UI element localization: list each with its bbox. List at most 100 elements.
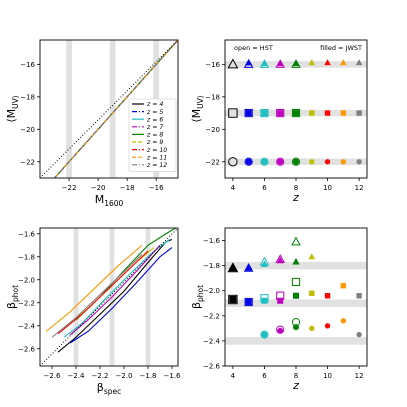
jwst-square-marker xyxy=(356,293,362,299)
jwst-triangle-marker xyxy=(245,264,253,271)
jwst-circle-marker xyxy=(340,318,347,324)
y-tick-label: −1.8 xyxy=(203,262,220,270)
y-tick-label: −2.2 xyxy=(203,312,220,320)
x-axis-label: M1600 xyxy=(95,193,124,208)
shaded-band xyxy=(66,40,72,178)
jwst-square-marker xyxy=(229,296,237,304)
hst-square-marker xyxy=(291,277,301,287)
x-tick-label: −2.2 xyxy=(92,372,109,380)
x-tick-label: 12 xyxy=(355,184,364,192)
legend-box xyxy=(128,98,177,172)
y-tick-label: −18 xyxy=(20,93,35,101)
hst-triangle-marker xyxy=(227,262,239,273)
hst-square-marker xyxy=(244,108,253,118)
jwst-triangle-marker xyxy=(340,59,347,66)
hst-circle-marker xyxy=(244,157,253,166)
series-line-z10 xyxy=(57,250,149,335)
hst-square-marker xyxy=(228,294,238,305)
x-tick-label: 8 xyxy=(294,372,298,380)
hst-circle-marker xyxy=(260,330,269,339)
one-to-one-line xyxy=(40,40,178,178)
x-axis-label: z xyxy=(292,191,299,204)
annotation-filled-jwst: filled = JWST xyxy=(320,44,362,52)
jwst-triangle-marker xyxy=(292,257,300,265)
jwst-triangle-marker xyxy=(308,253,316,260)
jwst-circle-marker xyxy=(261,331,268,338)
legend-label-z10: z = 10 xyxy=(146,147,167,154)
hst-triangle-marker xyxy=(227,58,239,69)
jwst-square-marker xyxy=(277,297,284,304)
plot-area xyxy=(40,228,178,366)
x-tick-label: −2.4 xyxy=(68,372,86,380)
axes-frame xyxy=(224,39,368,179)
legend-label-z5: z = 5 xyxy=(146,109,163,116)
x-tick-label: 4 xyxy=(231,184,236,192)
hst-square-marker xyxy=(228,108,238,118)
y-axis-label: ⟨MUV⟩ xyxy=(190,95,205,122)
x-tick-label: −22 xyxy=(62,184,77,192)
x-tick-label: −16 xyxy=(149,184,164,192)
y-tick-label: −2.6 xyxy=(18,345,36,353)
legend-label-z6: z = 6 xyxy=(146,116,163,123)
axes-frame xyxy=(224,227,368,367)
x-tick-label: 10 xyxy=(323,372,332,380)
jwst-square-marker xyxy=(261,110,268,117)
jwst-triangle-marker xyxy=(324,59,331,66)
legend: z = 4z = 5z = 6z = 7z = 8z = 9z = 10z = … xyxy=(128,98,177,172)
jwst-square-marker xyxy=(245,299,252,306)
y-tick-label: −16 xyxy=(20,61,35,69)
one-to-one-line xyxy=(40,228,178,366)
jwst-circle-marker xyxy=(293,158,299,165)
x-tick-label: −2.6 xyxy=(44,372,62,380)
jwst-square-marker xyxy=(356,110,362,116)
axes-frame xyxy=(39,227,179,367)
y-tick-label: −22 xyxy=(205,158,220,166)
shaded-band xyxy=(109,40,116,178)
annotation-open-hst: open = HST xyxy=(234,44,273,52)
series-line-z12 xyxy=(51,254,143,338)
jwst-square-marker xyxy=(293,292,299,299)
y-tick-label: −1.6 xyxy=(18,230,36,238)
x-tick-label: −1.8 xyxy=(140,372,157,380)
series-line-z5 xyxy=(69,247,173,344)
x-tick-label: −2.0 xyxy=(116,372,133,380)
jwst-circle-marker xyxy=(261,158,268,165)
panel-bottom-left: −2.6 −2.4 −2.2 −2.0 −1.8 −1.6 −2.6 −2.4 −2.2 −2.0… xyxy=(5,227,181,396)
hst-triangle-marker xyxy=(243,262,254,272)
y-tick-label: −2.0 xyxy=(203,287,220,295)
axes-frame xyxy=(39,39,179,179)
hst-circle-marker xyxy=(228,157,238,167)
y-tick-label: −16 xyxy=(205,61,220,69)
shaded-band xyxy=(225,337,367,345)
jwst-circle-marker xyxy=(277,158,284,165)
jwst-triangle-marker xyxy=(245,58,253,66)
shaded-band xyxy=(73,228,79,366)
y-axis-label: ⟨MUV⟩ xyxy=(5,95,20,122)
jwst-circle-marker xyxy=(324,159,331,165)
jwst-circle-marker xyxy=(309,325,315,332)
jwst-circle-marker xyxy=(356,331,362,338)
hst-triangle-marker xyxy=(291,236,301,246)
legend-label-z9: z = 9 xyxy=(146,139,163,146)
y-tick-label: −20 xyxy=(205,126,220,134)
jwst-square-marker xyxy=(340,110,347,116)
jwst-triangle-marker xyxy=(355,59,363,66)
legend-label-z7: z = 7 xyxy=(146,124,163,131)
jwst-square-marker xyxy=(309,110,315,116)
jwst-triangle-marker xyxy=(260,260,269,268)
series-line-z7 xyxy=(69,244,161,336)
shaded-band xyxy=(225,261,367,270)
y-tick-label: −2.4 xyxy=(203,337,221,345)
panel-bottom-right: 4 6 8 10 12 −2.6 −2.4 −2.2 −2.0 −1.8 −1.6 z βphot xyxy=(190,227,368,392)
jwst-square-marker xyxy=(309,290,315,296)
jwst-square-marker xyxy=(324,110,331,116)
legend-label-z8: z = 8 xyxy=(146,132,163,139)
jwst-triangle-marker xyxy=(260,59,269,67)
jwst-triangle-marker xyxy=(276,256,284,264)
jwst-square-marker xyxy=(324,293,331,299)
panel-top-left: −22 −20 −18 −16−22−20−18−16z = 4z = 5z = 6z… xyxy=(5,39,179,208)
y-tick-label: −18 xyxy=(205,93,220,101)
legend-label-z11: z = 11 xyxy=(146,154,167,161)
y-tick-label: −2.6 xyxy=(203,363,221,371)
shaded-band xyxy=(145,228,151,366)
